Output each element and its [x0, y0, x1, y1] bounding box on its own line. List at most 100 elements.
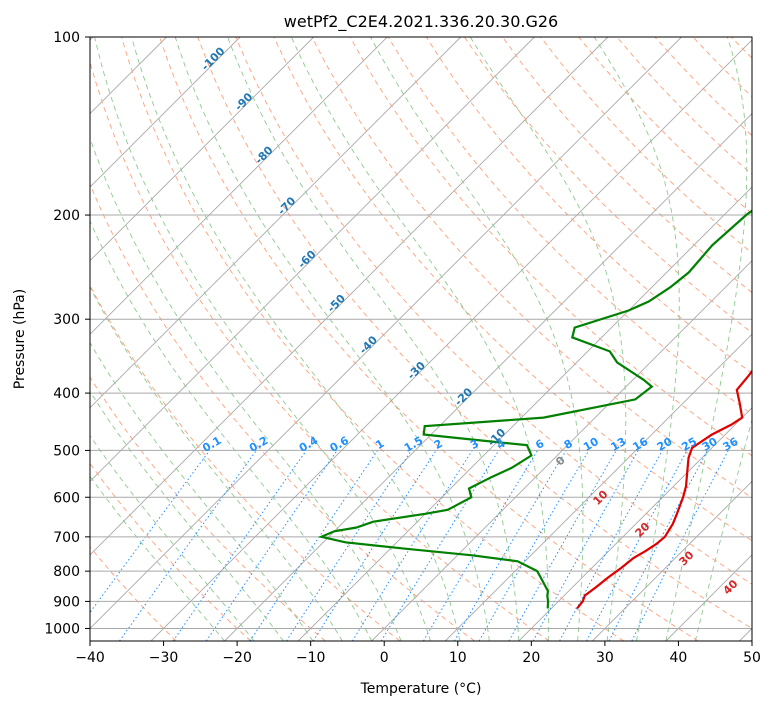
isotherm	[90, 37, 682, 630]
x-tick-label: 20	[522, 650, 540, 666]
x-tick-label: 40	[670, 650, 688, 666]
isotherm	[518, 407, 752, 641]
background-lines	[90, 37, 775, 641]
dry-adiabat-label: -40	[357, 333, 380, 356]
x-axis: −40 −30 −20 −10 0 10 20 30 40 50	[75, 641, 761, 666]
moist-adiabat	[90, 434, 255, 641]
moist-adiabat	[469, 37, 627, 641]
moist-adiabat	[90, 390, 284, 641]
dry-adiabat-label: -70	[275, 194, 298, 217]
isotherm	[90, 37, 388, 335]
moist-adiabat	[90, 341, 314, 641]
dry-adiabat	[387, 37, 752, 415]
mixing-ratio-label: 0.4	[297, 434, 321, 455]
temperature-profile	[576, 369, 752, 610]
dry-adiabat	[235, 37, 752, 585]
dry-adiabat	[90, 546, 177, 641]
dry-adiabat	[197, 37, 752, 630]
isotherm	[90, 37, 535, 483]
moist-adiabat-label: 30	[677, 548, 697, 568]
isotherm	[665, 554, 752, 641]
isotherm	[150, 39, 752, 641]
y-tick-label: 900	[53, 594, 80, 610]
mixing-ratio-line	[118, 450, 257, 641]
x-tick-label: 0	[380, 650, 389, 666]
moist-adiabat-label: 0	[553, 453, 568, 468]
y-tick-label: 1000	[44, 621, 80, 637]
mixing-ratio-line	[422, 450, 539, 641]
moist-adiabat	[370, 37, 584, 641]
mixing-ratio-line	[380, 450, 500, 641]
dry-adiabat	[769, 37, 775, 641]
isotherm	[90, 37, 315, 262]
dry-adiabat-label: -100	[199, 44, 228, 73]
mixing-ratio-line	[559, 450, 663, 641]
isotherm	[90, 37, 241, 188]
dry-adiabat	[311, 37, 752, 499]
isotherm	[90, 37, 609, 556]
y-tick-label: 700	[53, 530, 80, 546]
mixing-ratio-label: 30	[700, 435, 720, 454]
mixing-ratio-line	[285, 450, 412, 641]
isotherm	[592, 480, 752, 641]
dry-adiabat	[90, 60, 550, 641]
y-tick-label: 200	[53, 208, 80, 224]
moist-adiabat	[90, 475, 225, 641]
x-tick-label: −10	[296, 650, 326, 666]
plot-frame	[89, 36, 753, 642]
mixing-ratio-line	[90, 450, 211, 614]
dry-adiabat	[425, 37, 752, 374]
y-axis-label: Pressure (hPa)	[12, 289, 28, 389]
moist-adiabat	[94, 37, 431, 641]
dry-adiabat	[90, 284, 401, 641]
isotherm	[444, 333, 752, 641]
mixing-ratio-line	[249, 450, 379, 641]
x-tick-label: −30	[149, 650, 179, 666]
y-tick-label: 100	[53, 30, 80, 46]
y-tick-label: 800	[53, 564, 80, 580]
isotherm	[224, 112, 752, 641]
dry-adiabat	[121, 37, 624, 641]
isotherm	[739, 627, 752, 641]
moist-adiabat	[290, 37, 549, 641]
y-axis: 100 200 300 400 500 600 700 800 900 1000	[44, 30, 90, 637]
x-axis-label: Temperature (°C)	[360, 681, 482, 697]
mixing-ratio-label: 3	[468, 437, 481, 452]
x-tick-label: −40	[75, 650, 105, 666]
isotherm	[90, 37, 462, 409]
moist-adiabat	[227, 37, 520, 641]
pressure-grid	[90, 37, 752, 629]
dry-adiabat	[654, 37, 752, 137]
y-tick-label: 300	[53, 312, 80, 328]
y-tick-label: 500	[53, 443, 80, 459]
mixing-ratio-line	[453, 450, 567, 641]
dry-adiabat	[273, 37, 752, 542]
y-tick-label: 600	[53, 490, 80, 506]
mixing-ratio-label: 1	[373, 437, 386, 452]
x-tick-label: 50	[743, 650, 761, 666]
dry-adiabat	[616, 37, 752, 176]
dry-adiabat	[90, 462, 252, 641]
dewpoint-profile	[317, 209, 752, 609]
profiles	[317, 209, 752, 610]
mixing-ratio-line	[312, 450, 437, 641]
dry-adiabat	[502, 37, 752, 294]
chart-title: wetPf2_C2E4.2021.336.20.30.G26	[284, 12, 558, 32]
mixing-ratio-line	[205, 450, 338, 641]
mixing-ratio-line	[508, 450, 617, 641]
mixing-ratio-label: 2	[432, 437, 445, 452]
mixing-ratio-label: 0.1	[200, 434, 223, 455]
mixing-ratio-line	[631, 450, 729, 641]
mixing-ratio-label: 1.5	[402, 434, 425, 455]
mixing-ratio-label: 16	[631, 435, 651, 454]
dry-adiabat	[692, 37, 752, 98]
mixing-ratio-line	[532, 450, 639, 641]
dry-adiabat-label: -60	[295, 248, 318, 271]
dry-adiabat-label: -80	[252, 143, 275, 166]
mixing-ratio-label: 20	[655, 435, 675, 454]
moist-adiabat	[174, 37, 490, 641]
x-tick-label: 30	[596, 650, 614, 666]
mixing-ratio-label: 0.6	[328, 434, 352, 455]
mixing-ratio-label: 6	[533, 437, 546, 452]
